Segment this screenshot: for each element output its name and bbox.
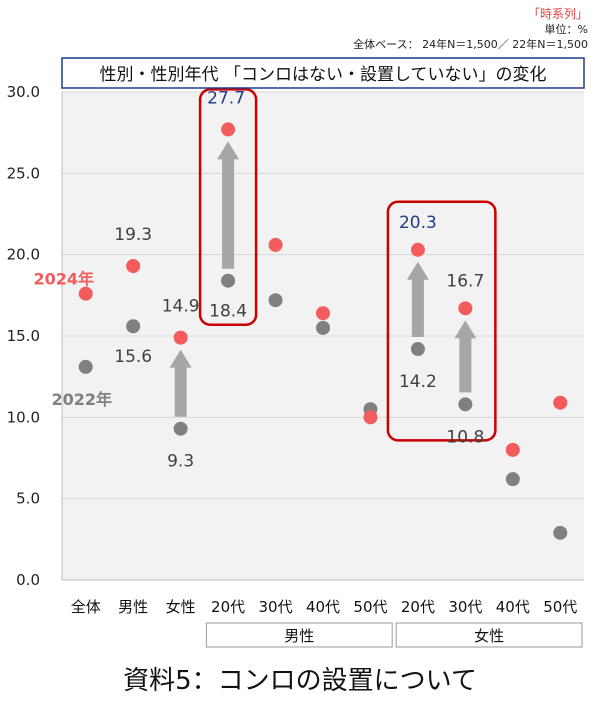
plot-area: 0.05.010.015.020.025.030.0全体 男性 女性 20代 30代 40… [7,83,584,648]
x-tick-label: 30代 [448,598,482,616]
x-tick-label: 全体 [71,598,101,616]
x-tick-label: 50代 [543,598,577,616]
point-2022 [410,342,425,357]
point-2022 [505,472,520,487]
point-2024 [268,237,283,252]
point-2022 [126,319,141,334]
x-tick-label: 20代 [401,598,435,616]
legend-2024: 2024年 [33,270,94,289]
x-tick-label: 30代 [258,598,292,616]
series-tag: 「時系列」 [528,7,588,21]
point-2022 [458,397,473,412]
value-label: 14.2 [399,372,437,392]
value-label: 10.8 [446,427,484,447]
point-2024 [316,306,330,321]
group-bracket [395,622,583,648]
value-label: 18.4 [209,302,247,322]
x-tick-label: 50代 [353,598,387,616]
x-tick-label: 40代 [306,598,340,616]
figure-caption: 資料5：コンロの設置について [123,666,477,696]
point-2024 [221,122,236,137]
highlight-box [198,88,258,326]
highlight-box [386,200,497,442]
unit-label: 単位：% [545,22,588,36]
x-tick-label: 20代 [211,598,245,616]
point-2024 [78,286,93,301]
y-tick-label: 0.0 [16,571,40,589]
point-2022 [78,359,93,374]
y-tick-label: 10.0 [7,408,40,426]
x-tick-label: 女性 [166,598,196,616]
y-tick-label: 30.0 [7,83,40,101]
value-label: 19.3 [114,225,152,245]
point-2024 [553,395,568,410]
y-tick-label: 20.0 [7,246,40,264]
value-label: 9.3 [167,452,194,472]
point-2024 [173,330,188,345]
change-arrow [454,320,477,393]
point-2024 [410,242,425,257]
point-2022 [173,421,188,436]
chart-title-box [61,57,585,89]
x-tick-label: 男性 [118,598,148,616]
y-tick-label: 5.0 [16,490,40,508]
point-2022 [553,525,568,540]
x-tick-label: 40代 [496,598,530,616]
point-2024 [363,410,378,425]
group-bracket [205,622,393,648]
legend-2022: 2022年 [51,390,112,409]
point-2022 [316,320,330,335]
point-2022 [221,273,236,288]
value-label: 16.7 [446,271,484,291]
point-2022 [268,293,283,308]
base-label: 全体ベース： 24年N＝1,500／ 22年N＝1,500 [353,37,588,51]
change-arrow [217,141,240,269]
value-label: 27.7 [207,88,245,108]
group-label: 女性 [474,627,504,645]
point-2024 [458,301,473,316]
y-tick-label: 15.0 [7,327,40,345]
y-tick-label: 25.0 [7,164,40,182]
point-2024 [505,442,520,457]
value-label: 14.9 [162,297,200,317]
point-2024 [126,259,141,274]
change-arrow [406,261,429,338]
change-arrow [169,349,192,417]
group-label: 男性 [284,627,314,645]
value-label: 20.3 [399,213,437,233]
chart-title: 性別・性別年代 「コンロはない・設置していない」の変化 [100,65,547,85]
value-label: 15.6 [114,347,152,367]
